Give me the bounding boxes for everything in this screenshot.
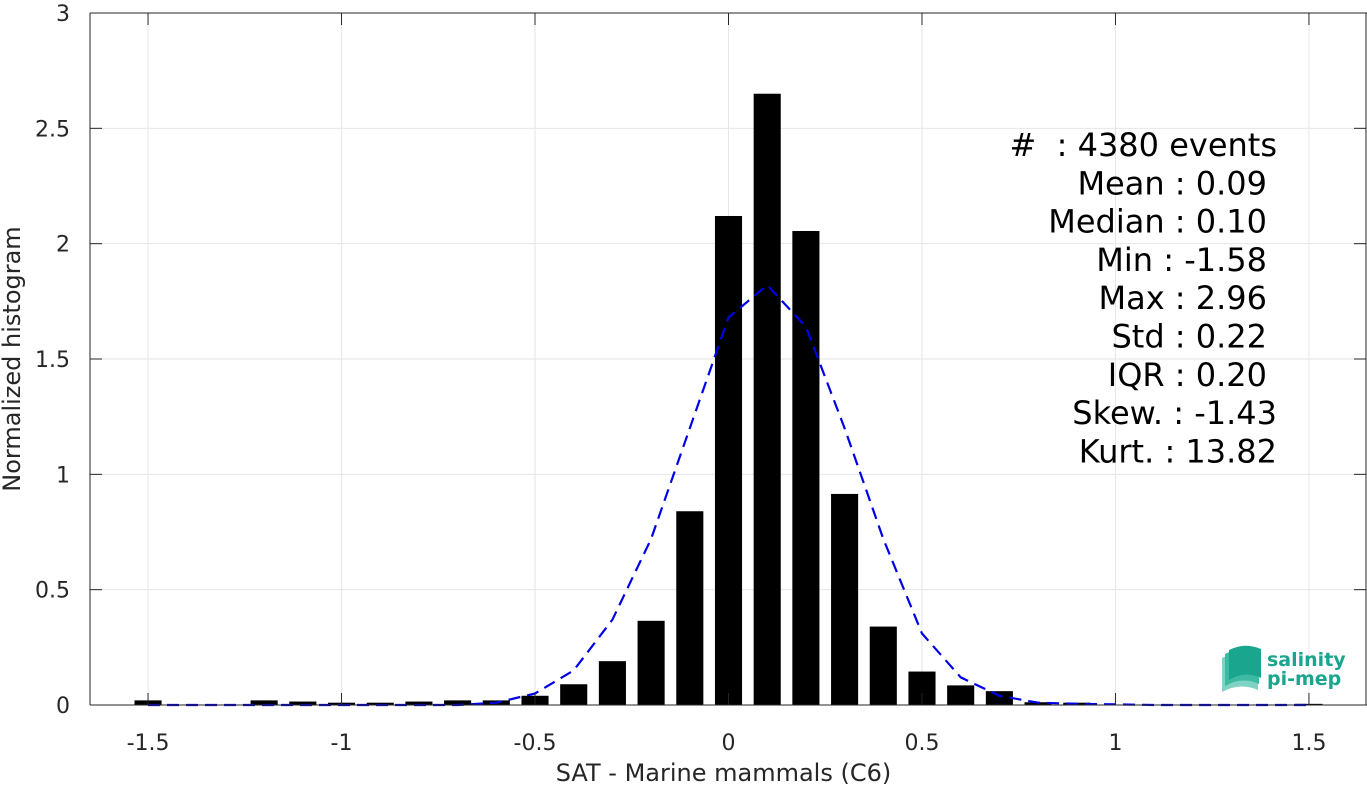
y-tick-label: 0.5 xyxy=(35,579,70,604)
stats-line: Min : -1.58 xyxy=(1096,241,1267,279)
x-tick-label: 1 xyxy=(1108,731,1122,756)
histogram-bar xyxy=(753,93,781,705)
stats-line: Median : 0.10 xyxy=(1048,203,1267,241)
histogram-bar xyxy=(289,701,317,705)
x-tick-label: 1.5 xyxy=(1291,731,1326,756)
histogram-bar xyxy=(792,230,820,706)
logo-text-salinity: salinity xyxy=(1267,649,1346,671)
y-tick-label: 1 xyxy=(56,463,70,488)
histogram-bar xyxy=(947,685,975,705)
x-tick-label: -1 xyxy=(331,731,353,756)
x-tick-label: 0 xyxy=(722,731,736,756)
y-axis-label: Normalized histogram xyxy=(0,226,26,491)
y-tick-label: 2 xyxy=(56,233,70,258)
wave-logo-icon xyxy=(1222,645,1261,692)
y-tick-label: 3 xyxy=(56,2,70,27)
y-tick-label: 2.5 xyxy=(35,117,70,142)
histogram-bar xyxy=(637,620,665,705)
y-tick-label: 1.5 xyxy=(35,348,70,373)
histogram-bar xyxy=(560,684,588,705)
stats-line: Max : 2.96 xyxy=(1098,279,1267,317)
x-axis-label: SAT - Marine mammals (C6) xyxy=(556,759,891,785)
histogram-bar xyxy=(444,700,472,705)
stats-line: Std : 0.22 xyxy=(1111,318,1267,356)
x-tick-labels: -1.5 -1 -0.5 0 0.5 1 1.5 xyxy=(127,731,1327,756)
stats-line: Kurt. : 13.82 xyxy=(1079,432,1277,470)
x-tick-label: 0.5 xyxy=(904,731,939,756)
stats-line: Mean : 0.09 xyxy=(1077,164,1267,202)
histogram-bar xyxy=(598,661,626,705)
y-tick-label: 0 xyxy=(56,694,70,719)
stats-line: Skew. : -1.43 xyxy=(1072,394,1277,432)
axes-frame xyxy=(89,12,1367,706)
histogram-bar xyxy=(831,493,859,705)
logo-text-pi-mep: pi-mep xyxy=(1267,668,1341,690)
stats-line: # : 4380 events xyxy=(1009,126,1277,164)
salinity-pi-mep-logo: salinity pi-mep xyxy=(1222,645,1346,692)
histogram-bar xyxy=(250,700,278,705)
y-tick-labels: 0 0.5 1 1.5 2 2.5 3 xyxy=(35,2,70,719)
histogram-bar xyxy=(676,511,704,705)
histogram-bar xyxy=(985,691,1013,705)
x-tick-label: -1.5 xyxy=(127,731,170,756)
histogram-bar xyxy=(869,626,897,705)
stats-line: IQR : 0.20 xyxy=(1108,356,1267,394)
x-tick-label: -0.5 xyxy=(514,731,557,756)
histogram-bars xyxy=(134,93,1323,706)
histogram-bar xyxy=(366,702,394,705)
histogram-bar xyxy=(714,215,743,705)
histogram-bar xyxy=(405,701,433,705)
